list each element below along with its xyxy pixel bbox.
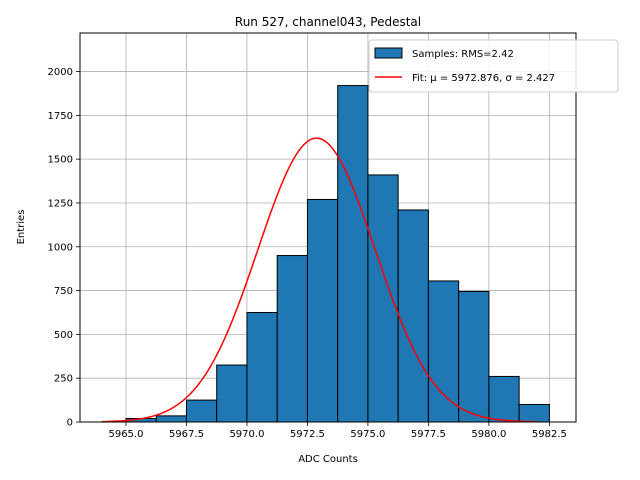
plot-frame xyxy=(79,32,577,423)
x-axis-ticks: 5965.0 5967.5 5970.0 5972.5 5975.0 5977.5 5980… xyxy=(108,422,567,440)
legend-label-samples: Samples: RMS=2.42 xyxy=(412,49,514,60)
legend-label-fit: Fit: μ = 5972.876, σ = 2.427 xyxy=(412,73,555,84)
y-tick-label: 0 xyxy=(67,418,73,429)
x-tick-label: 5970.0 xyxy=(229,429,264,440)
fit-curve xyxy=(101,137,538,423)
histogram-bar xyxy=(397,209,429,423)
x-tick-label: 5980.0 xyxy=(471,429,506,440)
x-tick-label: 5972.5 xyxy=(290,429,325,440)
histogram-bar xyxy=(367,174,399,423)
histogram-bar xyxy=(276,255,308,423)
histogram-bar xyxy=(458,290,490,423)
histogram-bar xyxy=(518,403,550,423)
x-tick-label: 5982.5 xyxy=(532,429,567,440)
fit-line xyxy=(101,137,538,423)
y-tick-label: 1250 xyxy=(48,198,73,209)
histogram-bars xyxy=(125,85,550,423)
x-axis-label: ADC Counts xyxy=(298,454,358,465)
x-tick-label: 5977.5 xyxy=(411,429,446,440)
histogram-bar xyxy=(427,280,460,423)
y-tick-label: 500 xyxy=(54,330,73,341)
histogram-bar xyxy=(246,311,278,423)
histogram-bar xyxy=(155,415,187,423)
x-tick-label: 5975.0 xyxy=(350,429,385,440)
histogram-bar xyxy=(337,85,369,423)
histogram-bar xyxy=(216,364,248,423)
histogram-bar xyxy=(306,198,339,423)
x-tick-label: 5965.0 xyxy=(108,429,143,440)
y-tick-label: 750 xyxy=(54,286,73,297)
legend: Samples: RMS=2.42 Fit: μ = 5972.876, σ =… xyxy=(368,39,619,93)
y-tick-label: 2000 xyxy=(48,67,73,78)
y-tick-label: 1000 xyxy=(48,242,73,253)
legend-swatch-samples xyxy=(374,47,403,59)
chart-title: Run 527, channel043, Pedestal xyxy=(235,15,421,29)
histogram-bar xyxy=(185,399,218,423)
y-axis-ticks: 0 250 500 750 1000 1250 1500 1750 2000 xyxy=(48,67,80,429)
y-tick-label: 1750 xyxy=(48,111,73,122)
x-tick-label: 5967.5 xyxy=(169,429,204,440)
legend-box xyxy=(368,39,619,93)
histogram-bar xyxy=(488,375,520,423)
y-tick-label: 1500 xyxy=(48,155,73,166)
y-axis-label: Entries xyxy=(16,210,27,245)
y-tick-label: 250 xyxy=(54,374,73,385)
